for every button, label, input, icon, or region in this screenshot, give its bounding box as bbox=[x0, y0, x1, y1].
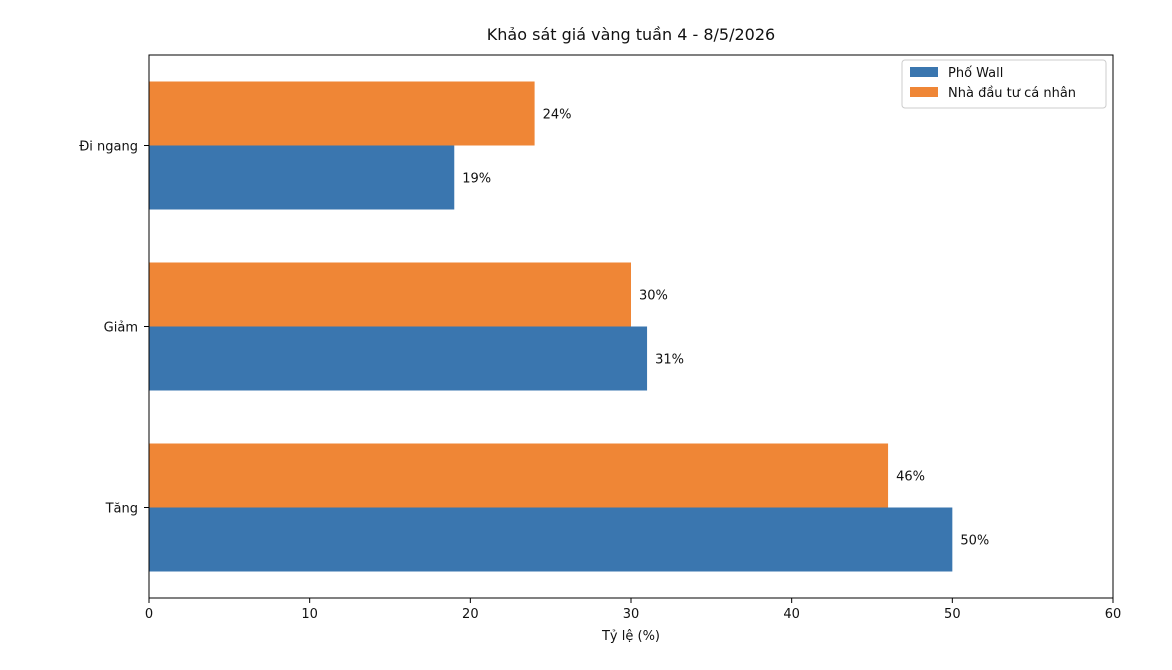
value-label-wall-street-0: 50% bbox=[960, 534, 989, 549]
bar-individual-1 bbox=[149, 262, 631, 327]
value-label-wall-street-1: 31% bbox=[655, 353, 684, 368]
value-labels-group: 50% 46% 31% 30% 19% 24% bbox=[462, 108, 989, 549]
y-axis: Tăng Giảm Đi ngang bbox=[79, 140, 149, 517]
legend-box bbox=[901, 59, 1107, 109]
x-tick-label: 30 bbox=[623, 607, 640, 622]
bars-group bbox=[149, 81, 953, 572]
value-label-wall-street-2: 19% bbox=[462, 172, 491, 187]
x-tick-label: 0 bbox=[145, 607, 153, 622]
x-tick-label: 50 bbox=[944, 607, 961, 622]
bar-wall-street-2 bbox=[149, 145, 455, 210]
bar-wall-street-1 bbox=[149, 326, 648, 391]
y-tick-label: Giảm bbox=[104, 321, 138, 336]
legend-swatch-1 bbox=[910, 87, 938, 97]
legend-label-1: Nhà đầu tư cá nhân bbox=[948, 86, 1076, 101]
value-label-individual-2: 24% bbox=[543, 108, 572, 123]
bar-wall-street-0 bbox=[149, 507, 953, 572]
x-axis-label: Tỷ lệ (%) bbox=[601, 629, 660, 644]
legend: Phố Wall Nhà đầu tư cá nhân bbox=[901, 59, 1107, 109]
value-label-individual-1: 30% bbox=[639, 289, 668, 304]
y-tick-label: Đi ngang bbox=[79, 140, 138, 155]
legend-swatch-0 bbox=[910, 67, 938, 77]
bar-individual-0 bbox=[149, 443, 889, 508]
legend-label-0: Phố Wall bbox=[948, 66, 1003, 81]
value-label-individual-0: 46% bbox=[896, 470, 925, 485]
x-axis: 0 10 20 30 40 50 60 bbox=[145, 598, 1121, 622]
chart-title: Khảo sát giá vàng tuần 4 - 8/5/2026 bbox=[487, 25, 775, 44]
x-tick-label: 20 bbox=[462, 607, 479, 622]
bar-individual-2 bbox=[149, 81, 535, 146]
x-tick-label: 10 bbox=[301, 607, 318, 622]
x-tick-label: 40 bbox=[783, 607, 800, 622]
y-tick-label: Tăng bbox=[105, 502, 138, 517]
x-tick-label: 60 bbox=[1105, 607, 1122, 622]
